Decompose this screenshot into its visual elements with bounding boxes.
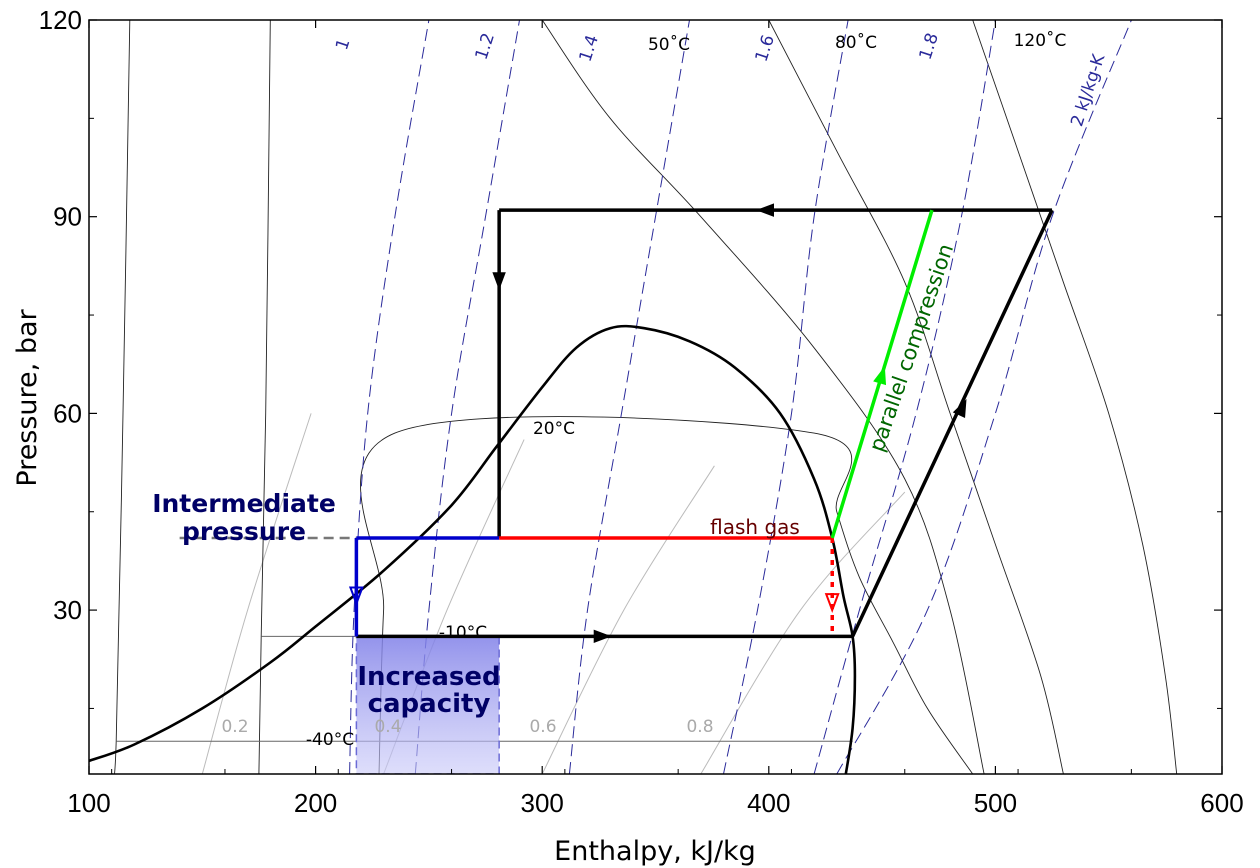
evaporator-arrow <box>593 629 612 644</box>
quality-label: 0.8 <box>686 717 713 737</box>
isotherm-label: 120˚C <box>1014 30 1067 51</box>
quality-line <box>541 465 715 774</box>
isotherm-line <box>111 20 131 774</box>
isotherm-label: 80˚C <box>835 32 877 53</box>
isotherm-label: 50˚C <box>648 34 690 55</box>
y-tick-label: 30 <box>53 595 82 625</box>
entropy-line <box>813 20 996 774</box>
quality-label: 0.6 <box>529 717 556 737</box>
plot-frame <box>88 19 1223 775</box>
y-axis-label: Pressure, bar <box>12 308 43 486</box>
x-tick-label: 100 <box>67 788 110 818</box>
y-tick-label: 60 <box>53 398 82 428</box>
compressor-line <box>851 209 1054 638</box>
quality-label: 0.4 <box>374 717 401 737</box>
entropy-label: 1.6 <box>752 33 779 65</box>
isotherm-line <box>972 20 1178 774</box>
liquid-expansion-arrow <box>348 586 364 607</box>
entropy-label: 1.2 <box>472 31 499 63</box>
flash-gas-label: flash gas <box>710 515 800 539</box>
entropy-label: 1 <box>332 36 354 52</box>
isotherm-label: -40°C <box>306 730 354 750</box>
quality-label: 0.2 <box>221 717 248 737</box>
entropy-line <box>349 20 430 774</box>
quality-line <box>700 491 906 774</box>
entropy-line <box>723 20 849 774</box>
isotherm-line <box>541 20 985 774</box>
entropy-line <box>836 20 1132 774</box>
expansion-arrow <box>492 272 506 291</box>
entropy-line <box>568 20 690 774</box>
entropy-label: 2 kJ/kg-K <box>1067 51 1109 129</box>
entropy-label: 1.8 <box>916 31 943 63</box>
gas-cooler-arrow <box>756 203 774 217</box>
x-tick-label: 200 <box>294 788 337 818</box>
x-tick-label: 300 <box>521 788 564 818</box>
x-tick-label: 500 <box>974 788 1017 818</box>
compressor-arrow <box>952 399 967 419</box>
x-axis-label: Enthalpy, kJ/kg <box>554 836 756 867</box>
increased-capacity-label: Increased <box>357 662 500 692</box>
y-tick-label: 120 <box>39 5 82 35</box>
parallel-compression-arrow <box>873 366 887 386</box>
increased-capacity-area <box>355 635 500 774</box>
entropy-line <box>414 20 520 774</box>
increased-capacity-label: capacity <box>368 689 491 719</box>
isotherm-line <box>360 416 974 774</box>
isotherm-label: -10°C <box>439 623 487 643</box>
x-tick-label: 400 <box>747 788 790 818</box>
flash-gas-arrow <box>824 593 840 613</box>
saturation-dome <box>89 324 857 774</box>
intermediate-pressure-label: pressure <box>182 517 306 546</box>
isotherm-line <box>258 20 271 774</box>
y-tick-label: 90 <box>53 202 82 232</box>
entropy-label: 1.4 <box>576 33 603 65</box>
isotherm-label: 20°C <box>533 419 575 439</box>
quality-line <box>201 413 312 774</box>
x-tick-label: 600 <box>1200 788 1243 818</box>
isotherm-line <box>768 20 1064 774</box>
intermediate-pressure-label: Intermediate <box>152 489 336 518</box>
